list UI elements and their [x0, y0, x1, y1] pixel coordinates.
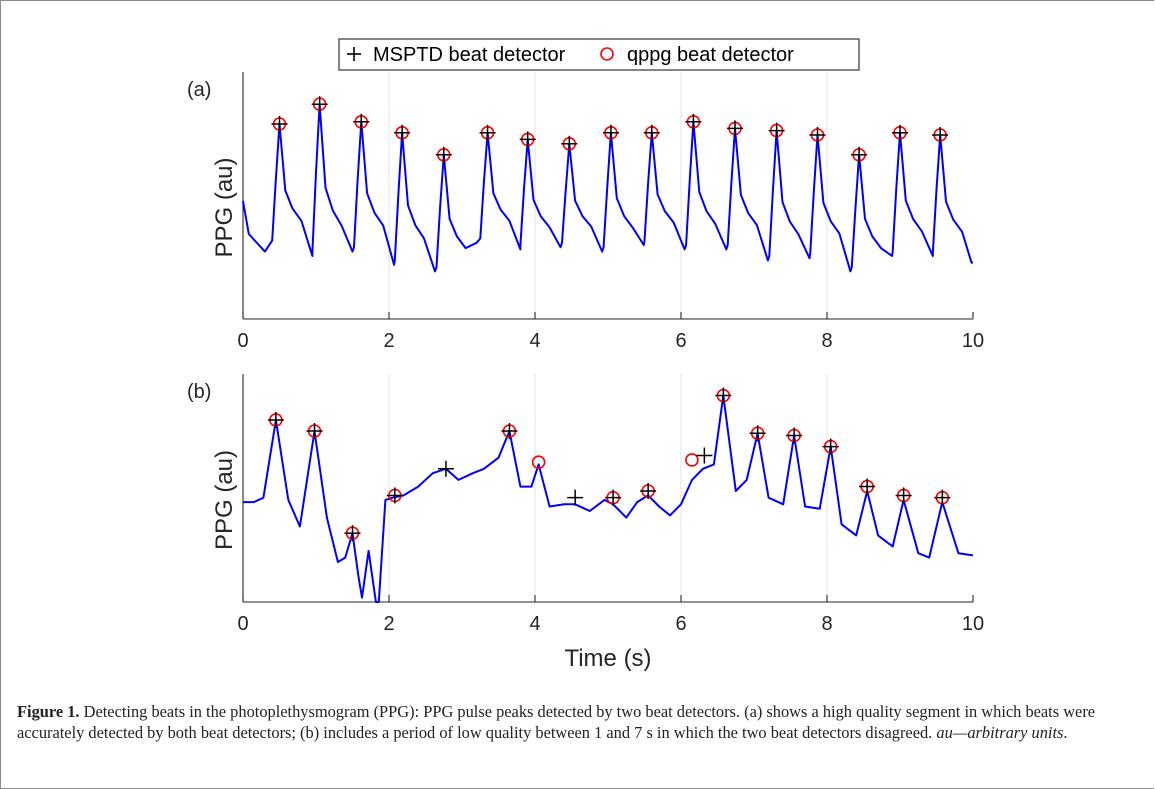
- x-tick-label: 4: [529, 613, 540, 635]
- x-tick-label: 4: [529, 330, 540, 352]
- x-axis-label: Time (s): [564, 645, 651, 672]
- x-tick-label: 8: [821, 613, 832, 635]
- x-tick-label: 6: [675, 330, 686, 352]
- figure-caption: Figure 1. Detecting beats in the photopl…: [17, 702, 1096, 742]
- msptd-marker: [934, 489, 951, 506]
- msptd-marker: [640, 483, 657, 499]
- msptd-marker: [696, 447, 713, 464]
- msptd-marker: [892, 124, 908, 141]
- msptd-marker: [435, 146, 452, 163]
- x-tick-label: 2: [383, 330, 394, 352]
- caption-label: Figure 1.: [17, 702, 80, 721]
- msptd-marker: [859, 478, 876, 495]
- msptd-marker: [437, 460, 454, 477]
- msptd-marker: [386, 487, 403, 504]
- legend-marker-msptd: [347, 47, 361, 61]
- x-tick-label: 2: [383, 613, 394, 635]
- qppg-marker: [685, 453, 699, 467]
- msptd-marker: [932, 127, 949, 143]
- msptd-marker: [602, 124, 619, 141]
- msptd-marker: [605, 489, 622, 506]
- x-tick-label: 0: [237, 613, 248, 635]
- x-tick-label: 0: [237, 330, 248, 352]
- ppg-signal-line: [242, 103, 973, 273]
- x-tick-label: 8: [821, 330, 832, 352]
- x-tick-label: 6: [675, 613, 686, 635]
- msptd-marker: [561, 135, 578, 152]
- legend-box: [338, 38, 860, 71]
- panel-b: 0 2 4 6 8 10 (b) PPG (au) Time (s): [187, 374, 984, 672]
- msptd-marker: [344, 525, 361, 542]
- y-axis-label: PPG (au): [211, 450, 238, 550]
- msptd-marker: [768, 122, 785, 139]
- msptd-marker: [822, 438, 839, 455]
- msptd-marker: [501, 423, 518, 440]
- msptd-marker: [643, 124, 660, 141]
- panel-label: (b): [187, 381, 211, 403]
- msptd-marker: [267, 411, 284, 428]
- msptd-marker: [809, 127, 826, 143]
- msptd-marker: [353, 113, 370, 130]
- msptd-marker: [567, 489, 584, 506]
- msptd-marker: [715, 387, 732, 404]
- msptd-marker: [306, 423, 323, 440]
- msptd-marker: [271, 116, 288, 132]
- msptd-marker: [479, 124, 496, 141]
- msptd-marker: [749, 425, 766, 442]
- caption-emphasis: au—arbitrary units: [936, 723, 1064, 742]
- msptd-marker: [519, 131, 536, 148]
- ppg-signal-line: [243, 394, 974, 603]
- legend-marker-qppg: [600, 47, 614, 61]
- panel-a: 0 2 4 6 8 10 (a) PPG (au): [187, 72, 984, 352]
- qppg-marker: [531, 455, 546, 469]
- msptd-marker: [895, 487, 912, 504]
- msptd-marker: [311, 96, 328, 113]
- x-tick-label: 10: [962, 613, 984, 635]
- panel-label: (a): [187, 79, 211, 101]
- msptd-marker: [685, 113, 702, 130]
- msptd-marker: [394, 124, 411, 141]
- x-tick-label: 10: [962, 330, 984, 352]
- legend-label-qppg: qppg beat detector: [627, 44, 794, 66]
- y-axis-label: PPG (au): [211, 157, 238, 257]
- legend: MSPTD beat detector qppg beat detector: [338, 38, 860, 71]
- caption-text: Detecting beats in the photoplethysmogra…: [17, 702, 1096, 742]
- legend-label-msptd: MSPTD beat detector: [373, 44, 566, 66]
- msptd-marker: [786, 427, 803, 444]
- msptd-marker: [727, 120, 744, 137]
- figure-chart: MSPTD beat detector qppg beat detector 0…: [187, 38, 984, 672]
- msptd-marker: [851, 146, 868, 163]
